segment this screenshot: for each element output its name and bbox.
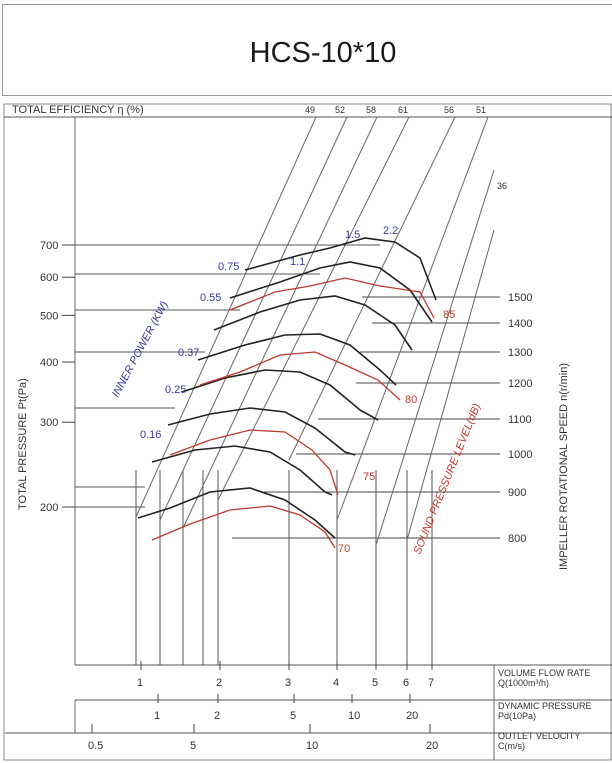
speed-tick: 1100 <box>508 414 532 426</box>
pressure-tick: 200 <box>40 502 58 514</box>
power-value: 0.37 <box>178 347 199 359</box>
efficiency-diagonal <box>182 116 378 529</box>
plot-border <box>3 103 612 761</box>
chart-labels: TOTAL EFFICIENCY η (%) 49 52 58 61 56 51367006… <box>12 104 592 752</box>
speed-curve <box>137 487 336 539</box>
sound-curve <box>229 277 435 319</box>
x-axis-tick: 4 <box>333 677 339 689</box>
sound-curve <box>199 351 401 401</box>
x-axis-tick: 3 <box>285 677 291 689</box>
speed-tick: 800 <box>508 533 526 545</box>
efficiency-diagonal <box>288 116 456 461</box>
power-value: 1.5 <box>345 229 360 241</box>
speed-tick: 900 <box>508 487 526 499</box>
x-axis-tick: 2 <box>214 710 220 722</box>
x-axis-tick: 1 <box>137 677 143 689</box>
x-axis-unit: C(m/s) <box>498 741 525 751</box>
speed-curve <box>151 445 333 496</box>
efficiency-diagonal <box>375 169 495 546</box>
efficiency-label: TOTAL EFFICIENCY η (%) <box>12 104 144 116</box>
sound-value: 70 <box>338 543 350 555</box>
x-axis-tick: 0.5 <box>88 740 103 752</box>
sound-value: 75 <box>363 471 375 483</box>
sound-curve <box>169 429 339 496</box>
power-value: 0.25 <box>165 384 186 396</box>
speed-tick: 1500 <box>508 292 532 304</box>
speed-tick: 1300 <box>508 347 532 359</box>
x-axis-label: OUTLET VELOCITY <box>498 731 580 741</box>
x-axis-label: VOLUME FLOW RATE <box>498 668 590 678</box>
sound-curve <box>151 505 336 549</box>
efficiency-tick: 52 <box>335 105 345 115</box>
x-axis-tick: 20 <box>406 710 418 722</box>
efficiency-tick: 56 <box>444 105 454 115</box>
x-axis-tick: 6 <box>403 677 409 689</box>
pressure-tick: 700 <box>40 240 58 252</box>
speed-curves <box>137 237 437 549</box>
plot-frame <box>3 103 612 761</box>
power-axis-label: INNER POWER (KW) <box>110 299 171 399</box>
efficiency-tick-extra: 36 <box>497 181 507 191</box>
x-axis-tick: 10 <box>348 710 360 722</box>
efficiency-diagonal <box>217 116 410 501</box>
efficiency-tick: 61 <box>398 105 408 115</box>
speed-curve <box>244 237 437 301</box>
x-axis-tick: 1 <box>154 710 160 722</box>
efficiency-diagonal <box>135 116 317 518</box>
pressure-axis-label: TOTAL PRESSURE Pt(Pa) <box>17 378 29 510</box>
grid-lines <box>62 116 500 733</box>
pressure-tick: 500 <box>40 310 58 322</box>
speed-curve <box>213 295 413 351</box>
x-axis-unit: Pd(10Pa) <box>498 711 536 721</box>
speed-tick: 1200 <box>508 378 532 390</box>
pressure-tick: 300 <box>40 417 58 429</box>
efficiency-diagonal <box>406 229 495 541</box>
x-axis-tick: 5 <box>372 677 378 689</box>
power-value: 0.55 <box>200 292 221 304</box>
x-axis-tick: 5 <box>290 710 296 722</box>
power-value: 0.75 <box>218 261 239 273</box>
pressure-tick: 400 <box>40 357 58 369</box>
speed-curve <box>197 333 397 386</box>
sound-axis-label: SOUND PRESSURE LEVEL(dB) <box>412 402 484 556</box>
power-value: 0.16 <box>140 429 161 441</box>
x-axis-tick: 5 <box>190 740 196 752</box>
x-axis-label: DYNAMIC PRESSURE <box>498 701 592 711</box>
speed-curve <box>229 261 433 323</box>
x-axis-tick: 10 <box>306 740 318 752</box>
speed-curve <box>181 369 379 421</box>
efficiency-diagonal <box>159 116 348 521</box>
power-value: 2.2 <box>383 225 398 237</box>
x-axis-tick: 7 <box>428 677 434 689</box>
speed-axis-label: IMPELLER ROTATIONAL SPEED n(r/min) <box>558 363 570 570</box>
efficiency-tick: 58 <box>366 105 376 115</box>
speed-tick: 1000 <box>508 449 532 461</box>
speed-curve <box>167 407 356 456</box>
sound-value: 85 <box>443 309 455 321</box>
speed-tick: 1400 <box>508 318 532 330</box>
efficiency-diagonal <box>336 116 489 521</box>
pressure-tick: 600 <box>40 272 58 284</box>
power-value: 1.1 <box>290 256 305 268</box>
sound-value: 80 <box>405 394 417 406</box>
efficiency-tick: 51 <box>476 105 486 115</box>
chart-title: HCS-10*10 <box>249 37 397 69</box>
efficiency-tick: 49 <box>305 105 315 115</box>
x-axis-tick: 20 <box>426 740 438 752</box>
title-box: HCS-10*10 <box>2 4 612 96</box>
x-axis-unit: Q(1000m³/h) <box>498 678 549 688</box>
x-axis-tick: 2 <box>216 677 222 689</box>
